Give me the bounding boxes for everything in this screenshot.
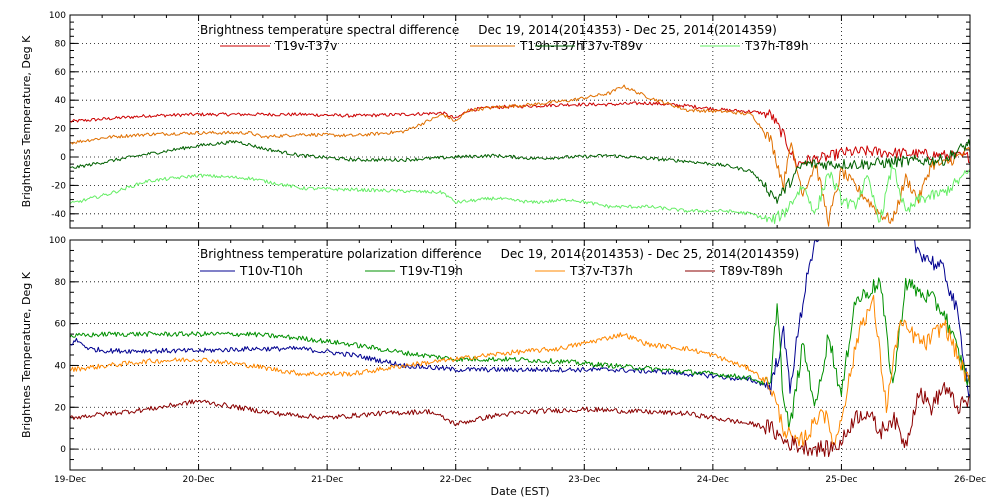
series-line-t37h-t89h bbox=[70, 164, 970, 225]
x-tick-label: 20-Dec bbox=[183, 475, 215, 485]
x-axis-label: Date (EST) bbox=[490, 485, 549, 498]
legend-label: T19v-T37v bbox=[274, 39, 337, 53]
y-tick-label: -20 bbox=[51, 181, 66, 191]
y-tick-label: 60 bbox=[55, 68, 67, 78]
y-tick-label: 100 bbox=[49, 11, 66, 21]
series-line-t89v-t89h bbox=[70, 382, 970, 458]
y-tick-label: 100 bbox=[49, 236, 66, 246]
y-axis-label: Brightnes Temperature, Deg K bbox=[20, 271, 33, 438]
series-line-t19h-t37h bbox=[70, 84, 970, 227]
legend-label: T19v-T19h bbox=[399, 264, 463, 278]
series-line-t37v-t89v bbox=[70, 139, 970, 204]
y-tick-label: 20 bbox=[55, 403, 67, 413]
y-axis-label: Brightness Temperature, Deg K bbox=[20, 35, 33, 207]
x-tick-label: 19-Dec bbox=[54, 475, 86, 485]
plot-frame bbox=[69, 239, 971, 471]
x-tick-label: 23-Dec bbox=[568, 475, 600, 485]
series-line-t19v-t19h bbox=[70, 277, 970, 430]
legend-label: T37h-T89h bbox=[744, 39, 809, 53]
x-tick-label: 26-Dec bbox=[954, 475, 986, 485]
y-tick-label: 80 bbox=[55, 278, 67, 288]
y-tick-label: 40 bbox=[55, 361, 67, 371]
series-line-t37v-t37h bbox=[70, 294, 970, 447]
y-tick-label: 60 bbox=[55, 320, 67, 330]
series-line-t10v-t10h bbox=[70, 240, 970, 397]
x-tick-label: 22-Dec bbox=[440, 475, 472, 485]
legend-label: T10v-T10h bbox=[239, 264, 303, 278]
legend-label: T89v-T89h bbox=[719, 264, 783, 278]
panel-title: Brightness temperature polarization diff… bbox=[200, 247, 799, 261]
y-tick-label: 20 bbox=[55, 125, 67, 135]
y-tick-label: 80 bbox=[55, 39, 67, 49]
plot-frame bbox=[69, 14, 971, 229]
legend-label: T37v-T89v bbox=[579, 39, 642, 53]
y-tick-label: -40 bbox=[51, 210, 66, 220]
x-tick-label: 24-Dec bbox=[697, 475, 729, 485]
y-tick-label: 0 bbox=[60, 445, 66, 455]
y-tick-label: 0 bbox=[60, 153, 66, 163]
x-tick-label: 25-Dec bbox=[825, 475, 857, 485]
y-tick-label: 40 bbox=[55, 96, 67, 106]
legend-label: T37v-T37h bbox=[569, 264, 633, 278]
x-tick-label: 21-Dec bbox=[311, 475, 343, 485]
panel-title: Brightness temperature spectral differen… bbox=[200, 23, 777, 37]
panel-2: 0 20 40 60 80 100 T10v-T10h T19v-T19h T37v-T37h T… bbox=[20, 236, 986, 485]
